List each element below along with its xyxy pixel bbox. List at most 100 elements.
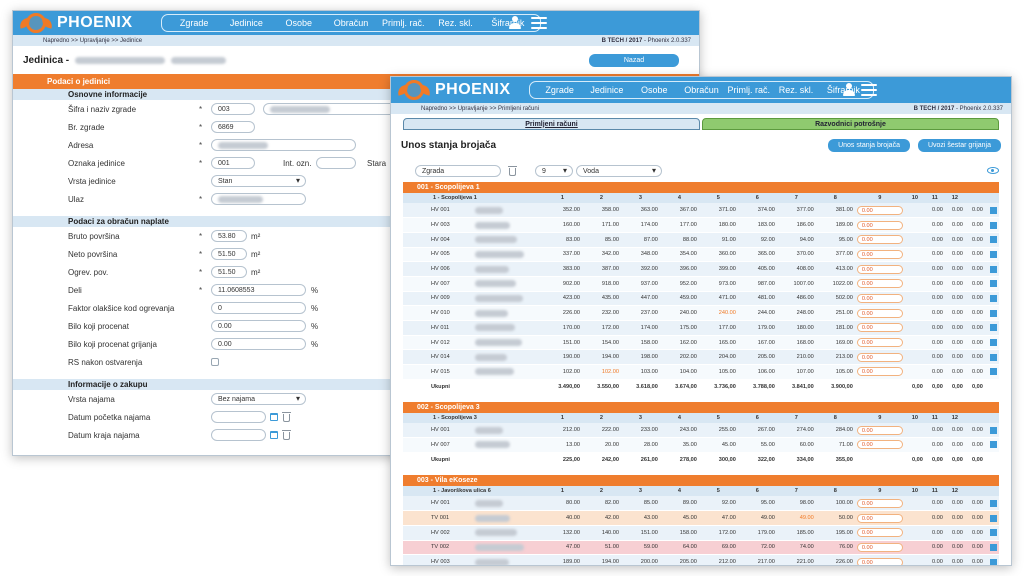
table-row[interactable]: HV 001 212.00 222.00 233.00 243.00 255.00 267.… (403, 422, 999, 439)
int-ozn-input[interactable] (316, 157, 356, 169)
reading-input[interactable]: 0.00 (856, 513, 903, 523)
building-group-header[interactable]: 003 - Vila eKoseze (403, 475, 999, 486)
rs-checkbox[interactable] (211, 358, 219, 366)
reading-input[interactable]: 0.00 (856, 367, 903, 377)
table-row[interactable]: HV 012 151.00 154.00 158.00 162.00 165.00 167.… (403, 335, 999, 351)
row-select-icon[interactable] (990, 265, 997, 273)
reading-input[interactable]: 0.00 (856, 352, 903, 362)
row-select-icon[interactable] (990, 206, 997, 214)
building-group-header[interactable]: 001 - Scopolijeva 1 (403, 182, 999, 193)
table-row[interactable]: HV 010 226.00 232.00 237.00 240.00 240.00 244.… (403, 305, 999, 321)
row-select-icon[interactable] (990, 558, 997, 565)
nav-rez-skl[interactable]: Rez. skl. (438, 18, 473, 28)
reading-input[interactable]: 0.00 (856, 308, 903, 318)
user-icon[interactable] (843, 83, 855, 96)
row-select-icon[interactable] (990, 236, 997, 244)
table-row[interactable]: HV 014 190.00 194.00 198.00 202.00 204.00 205.… (403, 349, 999, 366)
reading-input[interactable]: 0.00 (856, 323, 903, 333)
heated-area-input[interactable]: 51.50 (211, 266, 247, 278)
reading-input[interactable]: 0.00 (856, 279, 903, 289)
tab-primljeni-racuni[interactable]: Primljeni računi (403, 118, 700, 130)
gross-area-input[interactable]: 53.80 (211, 230, 247, 242)
nav-primljeni-racuni[interactable]: Primlj. rač. (382, 18, 425, 28)
trash-icon[interactable] (508, 166, 517, 176)
row-select-icon[interactable] (990, 250, 997, 258)
table-row[interactable]: HV 001 352.00 358.00 363.00 367.00 371.00 374.… (403, 203, 999, 219)
reading-input[interactable]: 0.00 (856, 293, 903, 303)
nav-sifrarnik[interactable]: Šifrarnik (491, 18, 525, 28)
table-row[interactable]: HV 001 80.00 82.00 85.00 89.00 92.00 95.00 98.0… (403, 496, 999, 512)
reading-input[interactable]: 0.00 (856, 220, 903, 230)
table-row[interactable]: HV 004 83.00 85.00 87.00 88.00 91.00 92.00 94.0… (403, 232, 999, 248)
row-select-icon[interactable] (990, 441, 997, 449)
eye-icon[interactable] (987, 167, 999, 174)
lease-end-date-input[interactable] (211, 429, 266, 441)
reading-input[interactable]: 0.00 (856, 338, 903, 348)
trash-icon[interactable] (282, 430, 291, 440)
reading-input[interactable]: 0.00 (856, 498, 903, 508)
tab-razvodnici-potrosnje[interactable]: Razvodnici potrošnje (702, 118, 999, 130)
row-select-icon[interactable] (990, 426, 997, 434)
lease-type-select[interactable]: Bez najama (211, 393, 306, 405)
reading-input[interactable]: 0.00 (856, 425, 903, 435)
reading-input[interactable]: 0.00 (856, 542, 903, 552)
reading-input[interactable]: 0.00 (856, 264, 903, 274)
row-select-icon[interactable] (990, 529, 997, 537)
share-input[interactable]: 11.0608553 (211, 284, 306, 296)
reading-input[interactable]: 0.00 (856, 557, 903, 565)
reading-input[interactable]: 0.00 (856, 205, 903, 215)
hamburger-menu-icon[interactable] (531, 17, 547, 29)
nav-osobe[interactable]: Osobe (640, 85, 668, 95)
import-heating-button[interactable]: Uvozi šestar grijanja (917, 138, 1001, 152)
nav-zgrade[interactable]: Zgrade (545, 85, 574, 95)
row-select-icon[interactable] (990, 353, 997, 361)
nav-zgrade[interactable]: Zgrade (179, 18, 209, 28)
trash-icon[interactable] (282, 412, 291, 422)
month-select[interactable]: 9 (535, 165, 573, 177)
meter-entry-button[interactable]: Unos stanja brojača (828, 138, 910, 152)
row-select-icon[interactable] (990, 294, 997, 302)
nav-jedinice[interactable]: Jedinice (229, 18, 263, 28)
entrance-input[interactable] (211, 193, 306, 205)
net-area-input[interactable]: 51.50 (211, 248, 247, 260)
nav-primljeni-racuni[interactable]: Primlj. rač. (727, 85, 771, 95)
phoenix-logo[interactable]: PHOENIX (391, 80, 541, 100)
nav-rez-skl[interactable]: Rez. skl. (778, 85, 814, 95)
reading-input[interactable]: 0.00 (856, 440, 903, 450)
row-select-icon[interactable] (990, 309, 997, 317)
row-select-icon[interactable] (990, 514, 997, 522)
calendar-icon[interactable] (270, 413, 278, 421)
unit-label-input[interactable]: 001 (211, 157, 255, 169)
any-heating-percent-input[interactable]: 0.00 (211, 338, 306, 350)
nav-osobe[interactable]: Osobe (285, 18, 312, 28)
table-row[interactable]: HV 002 132.00 140.00 151.00 158.00 172.00 179.… (403, 525, 999, 541)
hamburger-menu-icon[interactable] (861, 84, 877, 96)
row-select-icon[interactable] (990, 499, 997, 507)
breadcrumb[interactable]: Napredno >> Upravljanje >> Jedinice (43, 37, 143, 44)
nav-obracun[interactable]: Obračun (333, 18, 369, 28)
calendar-icon[interactable] (270, 431, 278, 439)
table-row[interactable]: TV 001 40.00 42.00 43.00 45.00 47.00 49.00 49.0… (403, 510, 999, 526)
address-input[interactable] (211, 139, 356, 151)
heating-factor-input[interactable]: 0 (211, 302, 306, 314)
building-group-header[interactable]: 002 - Scopolijeva 3 (403, 401, 999, 413)
table-row[interactable]: HV 005 337.00 342.00 348.00 354.00 360.00 365.… (403, 247, 999, 263)
table-row[interactable]: HV 015 102.00 102.00 103.00 104.00 105.00 106.… (403, 364, 999, 380)
nav-obracun[interactable]: Obračun (684, 85, 719, 95)
lease-start-date-input[interactable] (211, 411, 266, 423)
row-select-icon[interactable] (990, 543, 997, 551)
table-row[interactable]: HV 011 170.00 172.00 174.00 175.00 177.00 179.… (403, 320, 999, 336)
unit-type-select[interactable]: Stan (211, 175, 306, 187)
nav-jedinice[interactable]: Jedinice (590, 85, 624, 95)
row-select-icon[interactable] (990, 324, 997, 332)
user-icon[interactable] (509, 16, 521, 29)
table-row[interactable]: HV 007 13.00 20.00 28.00 35.00 45.00 55.00 60.0… (403, 437, 999, 453)
row-select-icon[interactable] (990, 339, 997, 347)
building-code-input[interactable]: 003 (211, 103, 255, 115)
any-percent-input[interactable]: 0.00 (211, 320, 306, 332)
reading-input[interactable]: 0.00 (856, 528, 903, 538)
row-select-icon[interactable] (990, 368, 997, 376)
phoenix-logo[interactable]: PHOENIX (13, 13, 163, 33)
table-row[interactable]: HV 003 160.00 171.00 174.00 177.00 180.00 183.… (403, 217, 999, 233)
reading-input[interactable]: 0.00 (856, 235, 903, 245)
